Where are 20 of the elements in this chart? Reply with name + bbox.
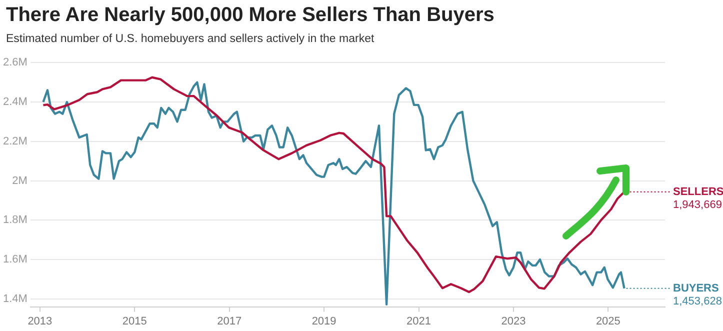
- x-tick-label: 2025: [596, 315, 620, 328]
- y-tick-label: 2.6M: [2, 56, 28, 69]
- y-tick-label: 2.2M: [2, 135, 28, 148]
- chart-subtitle: Estimated number of U.S. homebuyers and sellers actively in the market: [6, 33, 374, 45]
- x-tick-label: 2019: [312, 315, 336, 328]
- y-tick-label: 2M: [12, 174, 28, 187]
- y-tick-label: 2.4M: [2, 96, 28, 108]
- text: BUYERS: [673, 282, 719, 294]
- text: SELLERS: [673, 186, 723, 198]
- data-label: 1,453,628: [673, 295, 722, 308]
- chart-title: There Are Nearly 500,000 More Sellers Than Buyers: [6, 4, 494, 27]
- x-tick-label: 2015: [122, 315, 147, 328]
- x-tick-label: 2017: [217, 315, 242, 328]
- x-tick-label: 2023: [501, 315, 526, 328]
- x-tick-label: 2013: [28, 315, 52, 328]
- data-label: 1,943,669: [673, 198, 722, 211]
- y-tick-label: 1.8M: [2, 214, 28, 226]
- y-tick-label: 1.6M: [2, 254, 28, 266]
- x-tick-label: 2021: [406, 315, 431, 328]
- y-tick-label: 1.4M: [2, 292, 28, 305]
